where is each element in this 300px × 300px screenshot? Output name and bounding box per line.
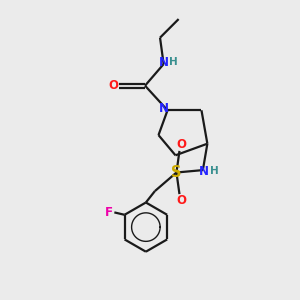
Text: S: S bbox=[171, 165, 182, 180]
Text: O: O bbox=[108, 79, 118, 92]
Text: H: H bbox=[210, 166, 219, 176]
Text: H: H bbox=[169, 57, 178, 67]
Text: O: O bbox=[176, 194, 186, 207]
Text: O: O bbox=[176, 138, 186, 151]
Text: N: N bbox=[159, 56, 169, 69]
Text: N: N bbox=[159, 102, 169, 115]
Text: N: N bbox=[200, 165, 209, 178]
Text: F: F bbox=[105, 206, 113, 219]
